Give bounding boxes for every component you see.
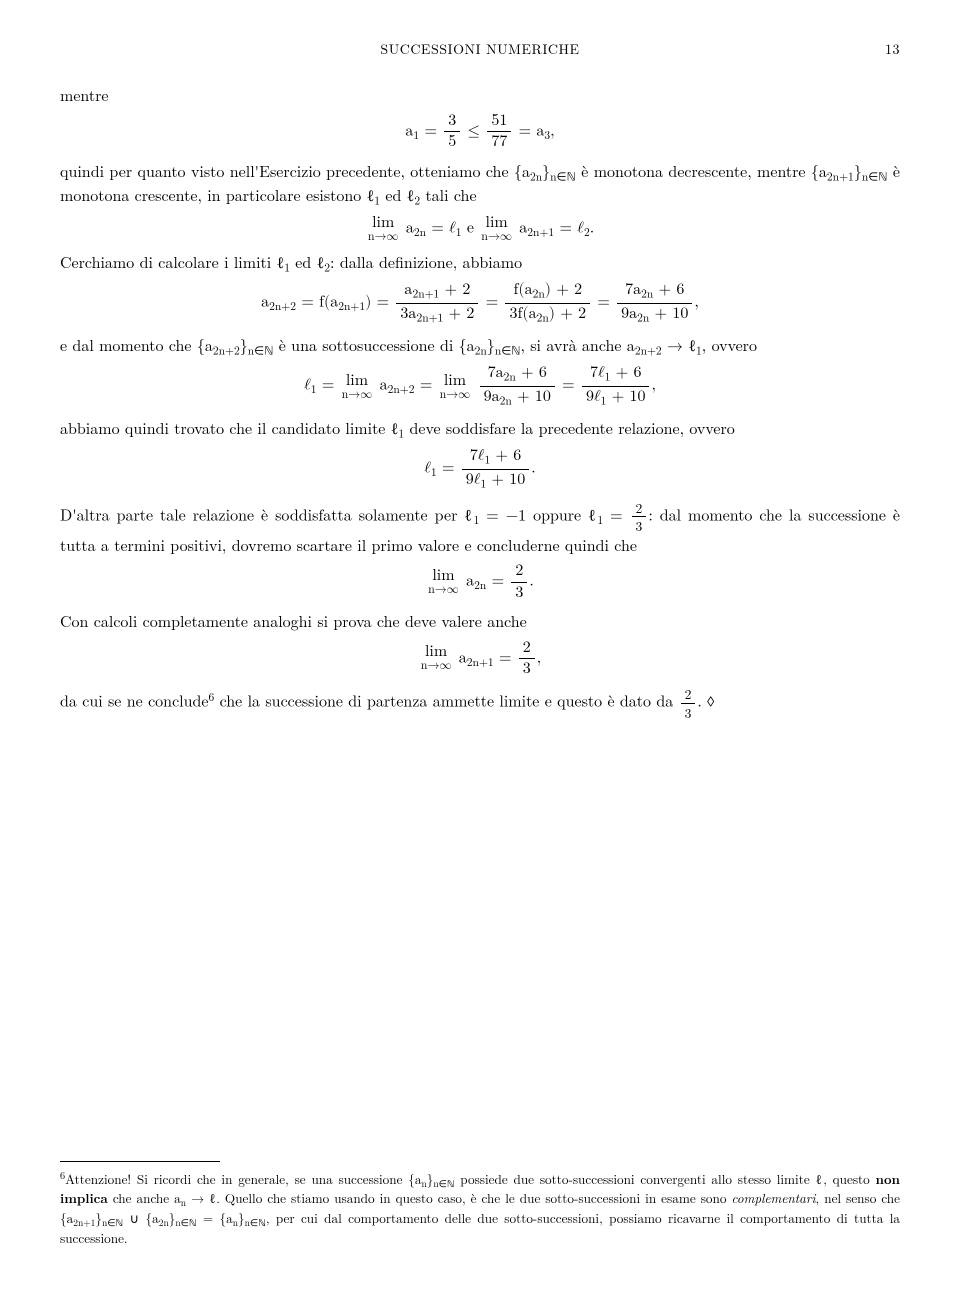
para-quindi: quindi per quanto visto nell'Esercizio p… bbox=[60, 160, 900, 209]
para-daltra: D'altra parte tale relazione è soddisfat… bbox=[60, 500, 900, 557]
para-con-calcoli: Con calcoli completamente analoghi si pr… bbox=[60, 610, 900, 632]
para-dal-momento: e dal momento che {a2n+2}n∈ℕ è una sotto… bbox=[60, 334, 900, 359]
eq-lim-a2n-23: limn→∞ a2n = 23. bbox=[60, 562, 900, 602]
eq-l1-lim: ℓ1 = limn→∞ a2n+2 = limn→∞ 7a2n + 6 9a2n… bbox=[60, 364, 900, 408]
eq-lim-a2n1-23: limn→∞ a2n+1 = 23, bbox=[60, 639, 900, 679]
eq-lim-l1-l2: limn→∞ a2n = ℓ1 e limn→∞ a2n+1 = ℓ2. bbox=[60, 215, 900, 243]
para-mentre: mentre bbox=[60, 84, 900, 106]
footnote-6: 6Attenzione! Si ricordi che in generale,… bbox=[60, 1168, 900, 1247]
page-number: 13 bbox=[885, 40, 900, 60]
para-cerchiamo: Cerchiamo di calcolare i limiti ℓ1 ed ℓ2… bbox=[60, 251, 900, 276]
eq-l1-frac: ℓ1 = 7ℓ1 + 6 9ℓ1 + 10 . bbox=[60, 447, 900, 491]
eq-a2n2-chain: a2n+2 = f(a2n+1) = a2n+1 + 2 3a2n+1 + 2 … bbox=[60, 281, 900, 325]
qed-diamond-icon: ◊ bbox=[707, 692, 714, 712]
footnote-rule bbox=[60, 1161, 220, 1162]
para-abbiamo: abbiamo quindi trovato che il candidato … bbox=[60, 417, 900, 442]
eq-a1-a3: a1 = 35 ≤ 5177 = a3, bbox=[60, 112, 900, 152]
header-title: SUCCESSIONI NUMERICHE bbox=[380, 39, 579, 59]
page-header: SUCCESSIONI NUMERICHE 13 bbox=[60, 40, 900, 60]
para-conclude: da cui se ne conclude6 che la succession… bbox=[60, 686, 900, 720]
